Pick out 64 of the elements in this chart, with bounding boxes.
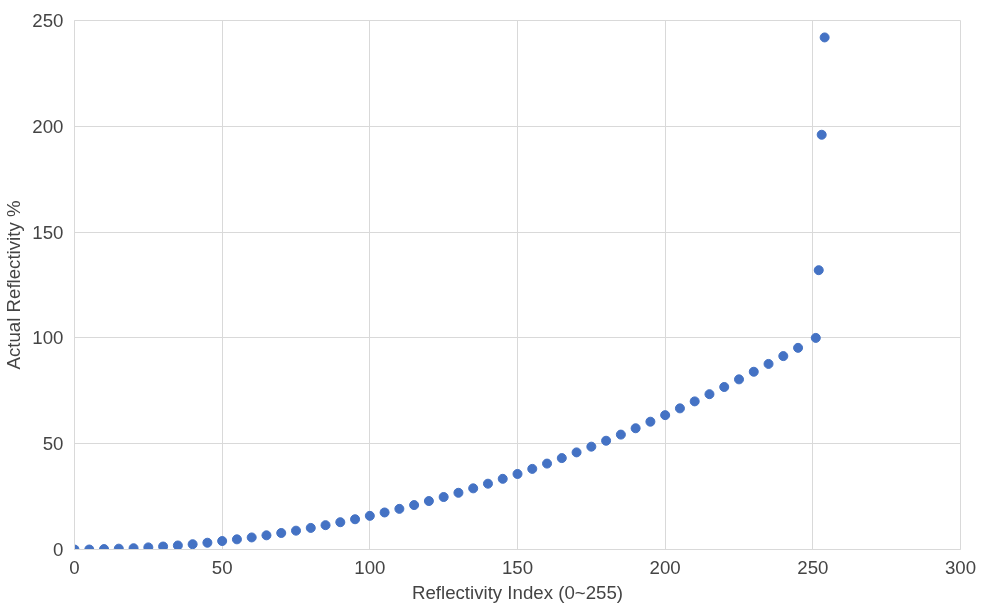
point: [571, 447, 582, 458]
point: [394, 503, 405, 514]
point: [364, 510, 375, 521]
point: [674, 403, 685, 414]
x-tick-label: 300: [944, 556, 977, 578]
point: [778, 351, 789, 362]
point: [423, 496, 434, 507]
y-tick-label: 100: [32, 327, 64, 349]
point: [645, 416, 656, 427]
y-tick-label: 200: [32, 115, 64, 137]
point: [810, 332, 821, 343]
point: [468, 483, 479, 494]
point: [482, 478, 493, 489]
point: [630, 423, 641, 434]
point: [586, 441, 597, 452]
point: [291, 525, 301, 536]
point: [305, 522, 316, 533]
point: [719, 382, 730, 392]
point: [335, 517, 346, 528]
point: [556, 453, 567, 464]
y-tick-label: 0: [53, 539, 64, 560]
point: [601, 435, 612, 446]
point: [379, 507, 390, 518]
point: [143, 542, 154, 550]
point: [615, 429, 626, 440]
x-tick-label: 200: [649, 556, 681, 578]
point: [816, 129, 827, 140]
point: [350, 514, 361, 525]
point: [734, 374, 744, 385]
point: [217, 536, 228, 547]
point: [660, 410, 671, 421]
point: [793, 342, 804, 353]
point: [172, 540, 183, 550]
x-tick-label: 50: [211, 556, 233, 578]
point: [497, 473, 508, 484]
point: [453, 487, 464, 498]
point: [819, 32, 830, 43]
y-axis-title: Actual Reflectivity %: [3, 200, 25, 370]
x-tick-label: 250: [797, 556, 829, 578]
point: [512, 468, 523, 479]
point: [438, 492, 449, 503]
point: [542, 458, 553, 469]
y-tick-label: 50: [42, 433, 64, 455]
x-axis-title: Reflectivity Index (0~255): [411, 581, 624, 603]
point: [748, 366, 759, 377]
x-tick-label: 0: [69, 556, 80, 578]
x-tick-label: 150: [501, 556, 534, 578]
point: [763, 358, 774, 369]
point: [231, 534, 242, 545]
point: [527, 463, 538, 474]
point: [158, 541, 169, 550]
point: [704, 389, 715, 400]
point: [276, 528, 287, 538]
point: [689, 396, 700, 407]
y-tick-label: 150: [32, 221, 64, 243]
point: [187, 539, 198, 550]
point: [202, 537, 213, 548]
x-tick-label: 100: [354, 556, 386, 578]
point: [246, 532, 257, 543]
point: [813, 265, 824, 276]
y-tick-label: 250: [32, 10, 64, 31]
point: [261, 530, 272, 541]
point: [409, 500, 420, 511]
point: [320, 520, 331, 531]
